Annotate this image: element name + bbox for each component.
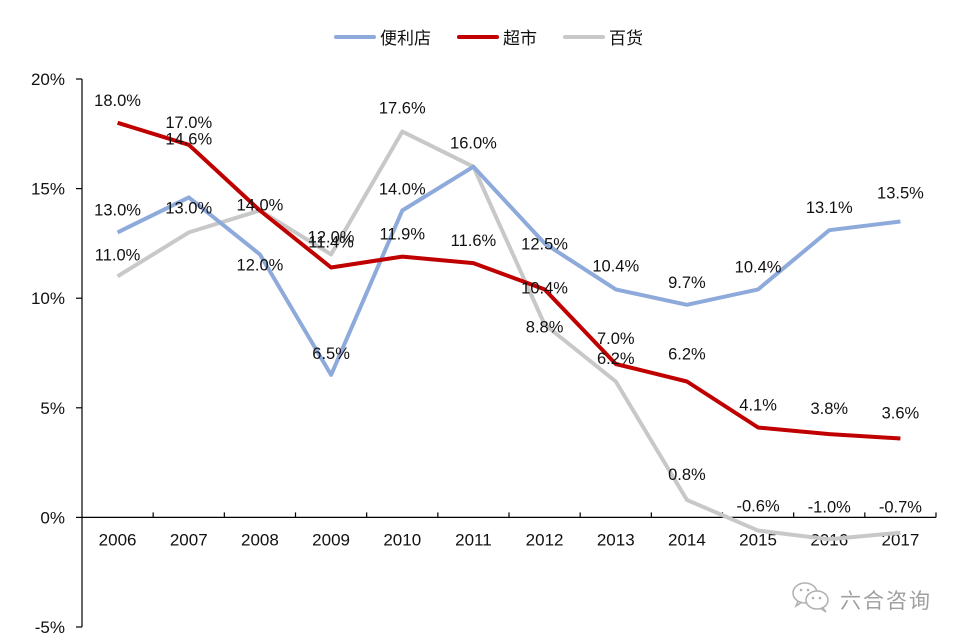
x-tick-label: 2007 xyxy=(170,530,208,549)
data-label-department-store: -1.0% xyxy=(808,498,851,516)
x-tick-label: 2013 xyxy=(597,530,635,549)
legend-swatch-convenience xyxy=(334,34,376,39)
x-tick-label: 2006 xyxy=(99,530,137,549)
data-label-convenience: 14.0% xyxy=(379,181,426,199)
data-label-convenience: 13.5% xyxy=(877,184,924,202)
y-tick-label: 20% xyxy=(31,70,65,89)
data-label-convenience: 10.4% xyxy=(592,257,639,275)
data-label-department-store: 8.8% xyxy=(526,319,564,337)
series-convenience-line xyxy=(116,164,901,377)
data-label-supermarket: 4.1% xyxy=(739,397,777,415)
data-label-supermarket: 7.0% xyxy=(597,330,635,348)
data-label-convenience: 13.1% xyxy=(806,199,853,217)
data-label-convenience: 9.7% xyxy=(668,274,706,292)
x-tick-label: 2014 xyxy=(668,530,706,549)
data-label-department-store: -0.6% xyxy=(737,497,780,515)
watermark: 六合咨询 xyxy=(790,580,932,619)
data-labels: 13.0% 14.6% 12.0% 6.5% 14.0% 16.0% 12.5% 10.4% 9… xyxy=(94,92,924,517)
y-tick-label: -5% xyxy=(35,618,65,637)
data-label-convenience: 14.6% xyxy=(165,130,212,148)
legend-label: 百货 xyxy=(609,29,643,49)
legend: 便利店 超市 百货 xyxy=(334,24,669,49)
data-label-supermarket: 3.6% xyxy=(882,404,920,422)
data-label-department-store: 0.8% xyxy=(668,466,706,484)
series-lines xyxy=(116,120,901,542)
legend-label: 便利店 xyxy=(380,29,431,49)
data-label-supermarket: 14.0% xyxy=(237,197,284,215)
x-tick-label: 2009 xyxy=(312,530,350,549)
x-tick-label: 2010 xyxy=(383,530,421,549)
axes: -5% 0% 5% 10% 15% 20% 2006 2007 2008 2009 2010 2011… xyxy=(31,70,937,637)
wechat-icon xyxy=(790,580,834,619)
data-label-convenience: 12.5% xyxy=(521,235,568,253)
data-label-supermarket: 6.2% xyxy=(668,345,706,363)
legend-item-supermarket: 超市 xyxy=(457,24,537,49)
data-label-convenience: 16.0% xyxy=(450,135,497,153)
data-label-supermarket: 17.0% xyxy=(165,114,212,132)
y-tick-label: 10% xyxy=(31,289,65,308)
legend-item-convenience: 便利店 xyxy=(334,24,431,49)
y-tick-label: 15% xyxy=(31,180,65,199)
legend-label: 超市 xyxy=(503,29,537,49)
x-tick-label: 2011 xyxy=(455,530,492,549)
y-tick-label: 5% xyxy=(40,399,65,418)
data-label-supermarket: 11.4% xyxy=(308,234,354,252)
data-label-convenience: 12.0% xyxy=(237,256,284,274)
data-label-supermarket: 10.4% xyxy=(521,279,568,297)
legend-swatch-department-store xyxy=(563,34,605,39)
legend-swatch-supermarket xyxy=(457,34,499,39)
data-label-convenience: 10.4% xyxy=(735,258,782,276)
data-label-department-store: 6.2% xyxy=(597,350,635,368)
data-label-department-store: 12.0% xyxy=(308,228,355,246)
x-tick-label: 2015 xyxy=(739,530,777,549)
data-label-convenience: 13.0% xyxy=(94,201,141,219)
x-tick-label: 2008 xyxy=(241,530,279,549)
data-label-department-store: -0.7% xyxy=(879,498,922,516)
data-label-supermarket: 11.9% xyxy=(379,226,425,244)
data-label-convenience: 6.5% xyxy=(312,345,350,363)
data-label-supermarket: 18.0% xyxy=(94,92,141,110)
data-label-department-store: 13.0% xyxy=(165,199,212,217)
legend-item-department-store: 百货 xyxy=(563,24,643,49)
y-tick-label: 0% xyxy=(40,508,65,527)
series-supermarket-line xyxy=(117,120,901,441)
data-label-department-store: 11.0% xyxy=(95,246,141,264)
data-label-supermarket: 11.6% xyxy=(451,232,497,250)
data-label-department-store: 17.6% xyxy=(379,100,426,118)
x-tick-label: 2012 xyxy=(526,530,564,549)
watermark-text: 六合咨询 xyxy=(840,588,932,613)
series-department-store-line xyxy=(116,129,901,542)
data-label-supermarket: 3.8% xyxy=(810,400,848,418)
